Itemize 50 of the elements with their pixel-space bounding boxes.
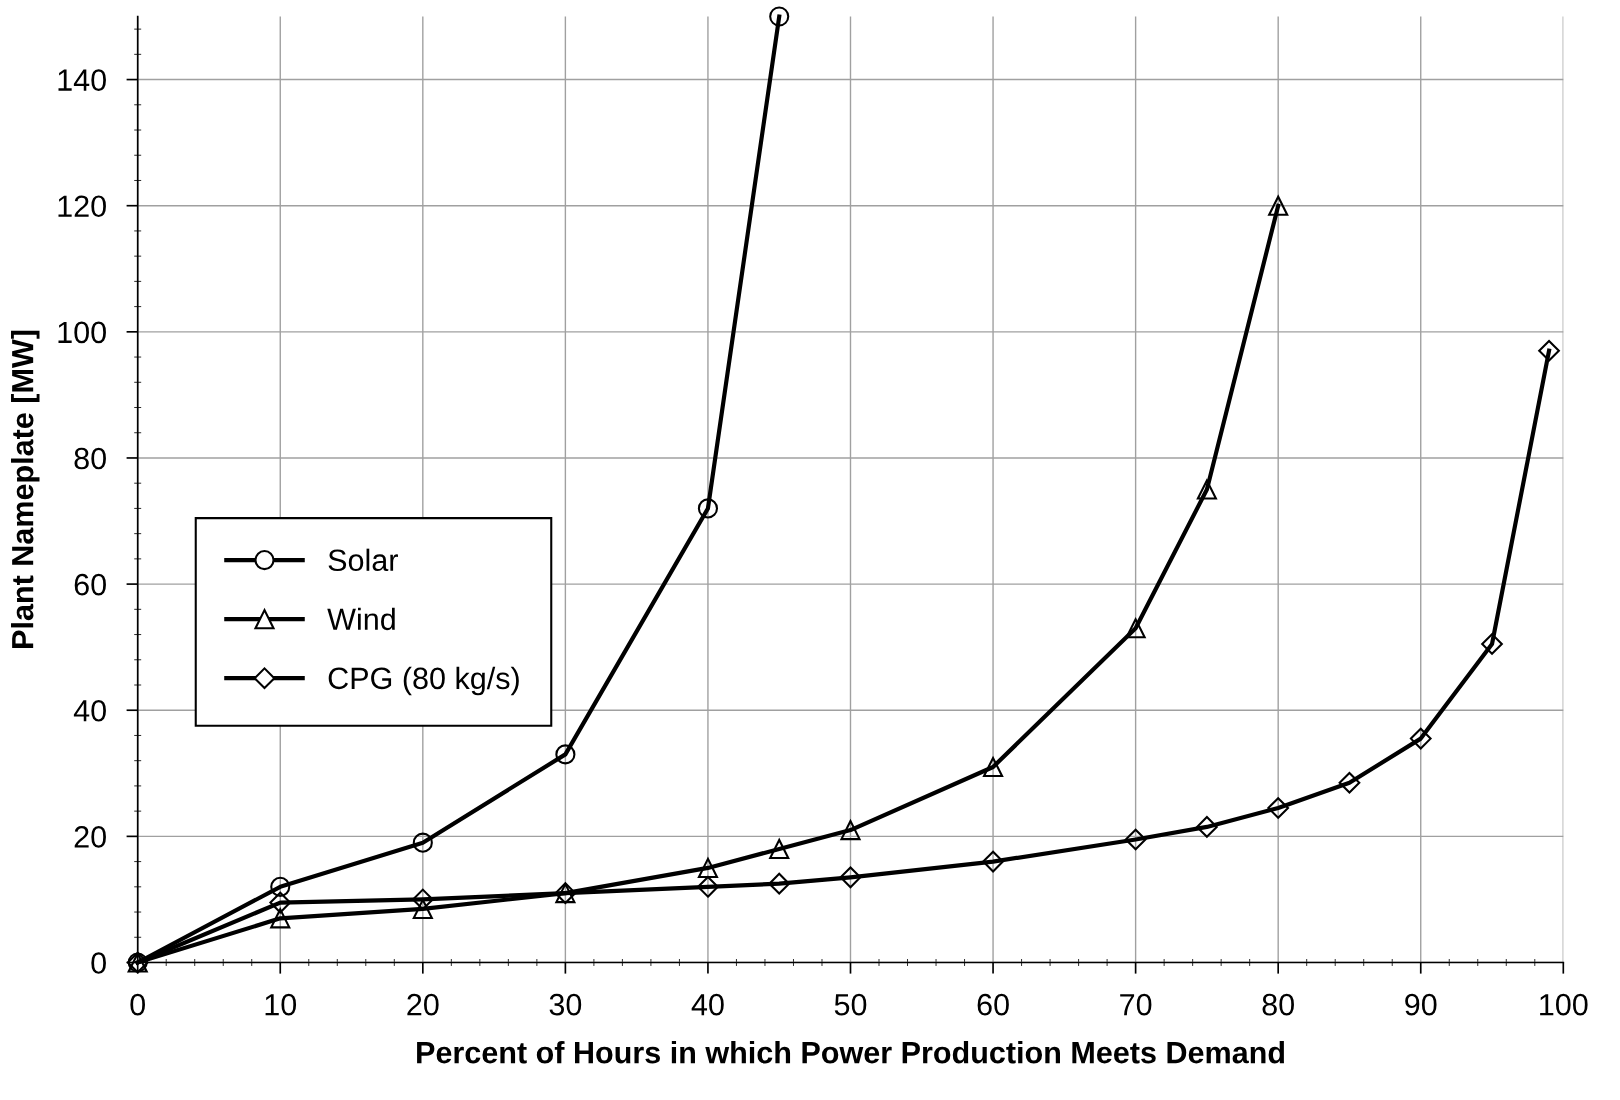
- legend-label: CPG (80 kg/s): [328, 666, 519, 696]
- x-tick-label: 90: [1405, 993, 1437, 1016]
- point: [1268, 195, 1289, 216]
- point: [270, 908, 291, 929]
- point: [1538, 339, 1560, 362]
- y-axis-title: Plant Nameplate [MW]: [11, 330, 40, 648]
- y-tick-label: 100: [58, 321, 106, 344]
- y-tick-label: 120: [58, 195, 106, 218]
- x-tick-label: 10: [265, 993, 297, 1016]
- point: [269, 891, 292, 914]
- point: [839, 866, 862, 889]
- point: [1124, 828, 1147, 851]
- point: [697, 875, 719, 898]
- point: [769, 838, 790, 860]
- x-tick-label: 50: [834, 993, 867, 1016]
- point: [1196, 479, 1217, 500]
- point: [1267, 797, 1290, 819]
- point: [768, 872, 791, 895]
- x-tick-label: 40: [691, 993, 724, 1016]
- point: [555, 744, 576, 765]
- point: [697, 857, 719, 878]
- point: [270, 876, 291, 897]
- x-tick-label: 70: [1120, 993, 1152, 1016]
- point: [1338, 771, 1361, 794]
- legend-label: Wind: [327, 607, 395, 631]
- point: [412, 898, 433, 919]
- y-tick-label: 0: [91, 952, 106, 974]
- point: [982, 756, 1004, 778]
- point: [1125, 618, 1146, 639]
- x-tick-label: 20: [407, 993, 439, 1016]
- y-tick-label: 20: [74, 826, 106, 848]
- x-tick-label: 60: [977, 993, 1009, 1016]
- point: [1196, 816, 1218, 838]
- x-tick-label: 0: [130, 993, 145, 1016]
- x-axis-title: Percent of Hours in which Power Production Meets Demand: [417, 1040, 1284, 1064]
- y-tick-label: 80: [74, 447, 106, 470]
- point: [1481, 633, 1503, 655]
- legend-label: Solar: [328, 548, 398, 572]
- y-tick-label: 40: [73, 699, 106, 722]
- point: [769, 6, 790, 27]
- point: [697, 498, 719, 519]
- point: [412, 832, 433, 853]
- x-tick-label: 80: [1262, 993, 1294, 1016]
- x-tick-label: 100: [1540, 993, 1588, 1016]
- y-tick-label: 140: [58, 69, 106, 91]
- y-tick-label: 60: [74, 573, 106, 596]
- point: [1409, 727, 1432, 750]
- point: [840, 819, 861, 841]
- point: [982, 850, 1004, 873]
- x-tick-label: 30: [549, 993, 582, 1016]
